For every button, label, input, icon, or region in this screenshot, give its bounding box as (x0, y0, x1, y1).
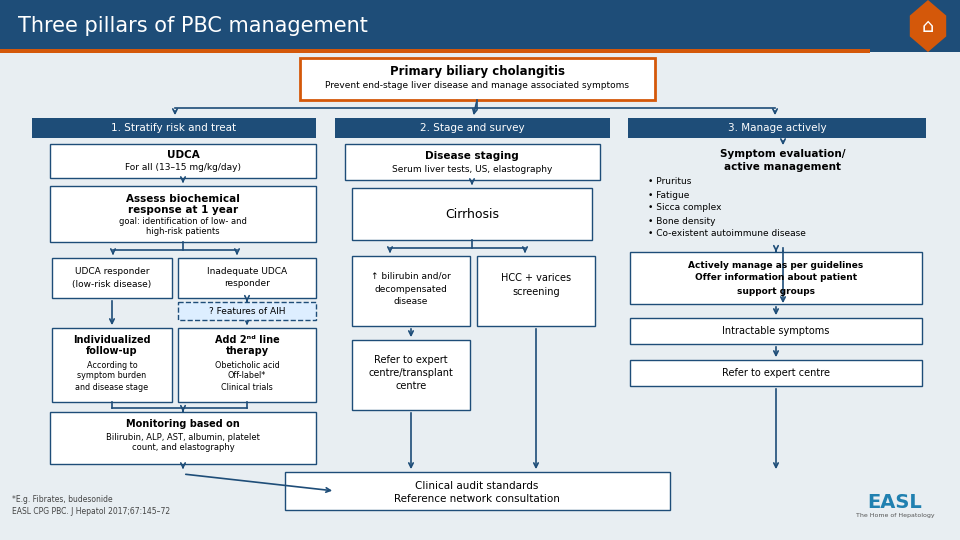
Text: Reference network consultation: Reference network consultation (394, 494, 560, 504)
Text: UDCA: UDCA (167, 150, 200, 160)
Bar (50, 144, 316, 178)
Bar (32, 118, 316, 138)
Text: *E.g. Fibrates, budesonide: *E.g. Fibrates, budesonide (12, 496, 112, 504)
Bar (50, 186, 316, 242)
Text: Prevent end-stage liver disease and manage associated symptoms: Prevent end-stage liver disease and mana… (325, 82, 629, 91)
Text: • Co-existent autoimmune disease: • Co-existent autoimmune disease (648, 230, 805, 239)
Text: 3. Manage actively: 3. Manage actively (728, 123, 827, 133)
Bar (352, 340, 470, 410)
Bar (630, 318, 922, 344)
Text: Clinical audit standards: Clinical audit standards (416, 481, 539, 491)
Text: symptom burden: symptom burden (78, 372, 147, 381)
Text: Clinical trials: Clinical trials (221, 382, 273, 392)
Text: Individualized: Individualized (73, 335, 151, 345)
Text: EASL: EASL (868, 492, 923, 511)
Text: Assess biochemical: Assess biochemical (126, 194, 240, 204)
Text: Refer to expert centre: Refer to expert centre (722, 368, 830, 378)
Text: For all (13–15 mg/kg/day): For all (13–15 mg/kg/day) (125, 164, 241, 172)
Bar (178, 258, 316, 298)
Text: screening: screening (513, 287, 560, 297)
Text: The Home of Hepatology: The Home of Hepatology (855, 514, 934, 518)
Text: Refer to expert: Refer to expert (374, 355, 447, 365)
Bar (345, 144, 600, 180)
Text: centre/transplant: centre/transplant (369, 368, 453, 378)
Text: UDCA responder: UDCA responder (75, 267, 149, 275)
Text: • Fatigue: • Fatigue (648, 191, 689, 199)
Text: follow-up: follow-up (86, 346, 138, 356)
Bar (352, 188, 592, 240)
Bar (335, 118, 610, 138)
Text: According to: According to (86, 361, 137, 369)
Text: Serum liver tests, US, elastography: Serum liver tests, US, elastography (392, 165, 552, 174)
Text: decompensated: decompensated (374, 285, 447, 294)
Polygon shape (910, 0, 947, 52)
Text: Inadequate UDCA: Inadequate UDCA (207, 267, 287, 275)
Text: Disease staging: Disease staging (425, 151, 518, 161)
Text: Primary biliary cholangitis: Primary biliary cholangitis (390, 65, 564, 78)
Text: Off-label*: Off-label* (228, 372, 266, 381)
Text: high-risk patients: high-risk patients (146, 227, 220, 237)
Text: Bilirubin, ALP, AST, albumin, platelet: Bilirubin, ALP, AST, albumin, platelet (106, 433, 260, 442)
Text: Monitoring based on: Monitoring based on (126, 419, 240, 429)
Text: therapy: therapy (226, 346, 269, 356)
Text: (low-risk disease): (low-risk disease) (72, 280, 152, 288)
Bar (630, 252, 922, 304)
Text: and disease stage: and disease stage (76, 382, 149, 392)
Text: ? Features of AIH: ? Features of AIH (208, 307, 285, 315)
Text: support groups: support groups (737, 287, 815, 295)
Bar (52, 328, 172, 402)
Bar (477, 256, 595, 326)
Text: Add 2ⁿᵈ line: Add 2ⁿᵈ line (215, 335, 279, 345)
Text: EASL CPG PBC. J Hepatol 2017;67:145–72: EASL CPG PBC. J Hepatol 2017;67:145–72 (12, 508, 170, 516)
Text: Three pillars of PBC management: Three pillars of PBC management (18, 16, 368, 36)
Text: response at 1 year: response at 1 year (128, 205, 238, 215)
Text: Intractable symptoms: Intractable symptoms (722, 326, 829, 336)
Text: • Bone density: • Bone density (648, 217, 715, 226)
Text: active management: active management (725, 162, 842, 172)
Text: ↑ bilirubin and/or: ↑ bilirubin and/or (372, 272, 451, 280)
Text: Actively manage as per guidelines: Actively manage as per guidelines (688, 260, 864, 269)
Text: goal: identification of low- and: goal: identification of low- and (119, 218, 247, 226)
Text: • Pruritus: • Pruritus (648, 178, 691, 186)
Bar (628, 118, 926, 138)
Text: 2. Stage and survey: 2. Stage and survey (420, 123, 524, 133)
Text: Cirrhosis: Cirrhosis (445, 207, 499, 220)
Bar (178, 302, 316, 320)
Text: Symptom evaluation/: Symptom evaluation/ (720, 149, 846, 159)
Text: centre: centre (396, 381, 426, 391)
Text: count, and elastography: count, and elastography (132, 443, 234, 453)
Bar (178, 328, 316, 402)
Bar (285, 472, 670, 510)
Text: ⌂: ⌂ (922, 17, 934, 36)
Text: responder: responder (224, 280, 270, 288)
Text: disease: disease (394, 298, 428, 307)
Text: • Sicca complex: • Sicca complex (648, 204, 722, 213)
Bar (50, 412, 316, 464)
Bar (0, 0, 960, 52)
Text: Obeticholic acid: Obeticholic acid (215, 361, 279, 369)
Bar (0, 49, 870, 53)
Text: HCC + varices: HCC + varices (501, 273, 571, 283)
Text: Offer information about patient: Offer information about patient (695, 273, 857, 282)
Bar (52, 258, 172, 298)
Bar (352, 256, 470, 326)
Bar (300, 58, 655, 100)
Bar (630, 360, 922, 386)
Text: 1. Stratify risk and treat: 1. Stratify risk and treat (111, 123, 236, 133)
